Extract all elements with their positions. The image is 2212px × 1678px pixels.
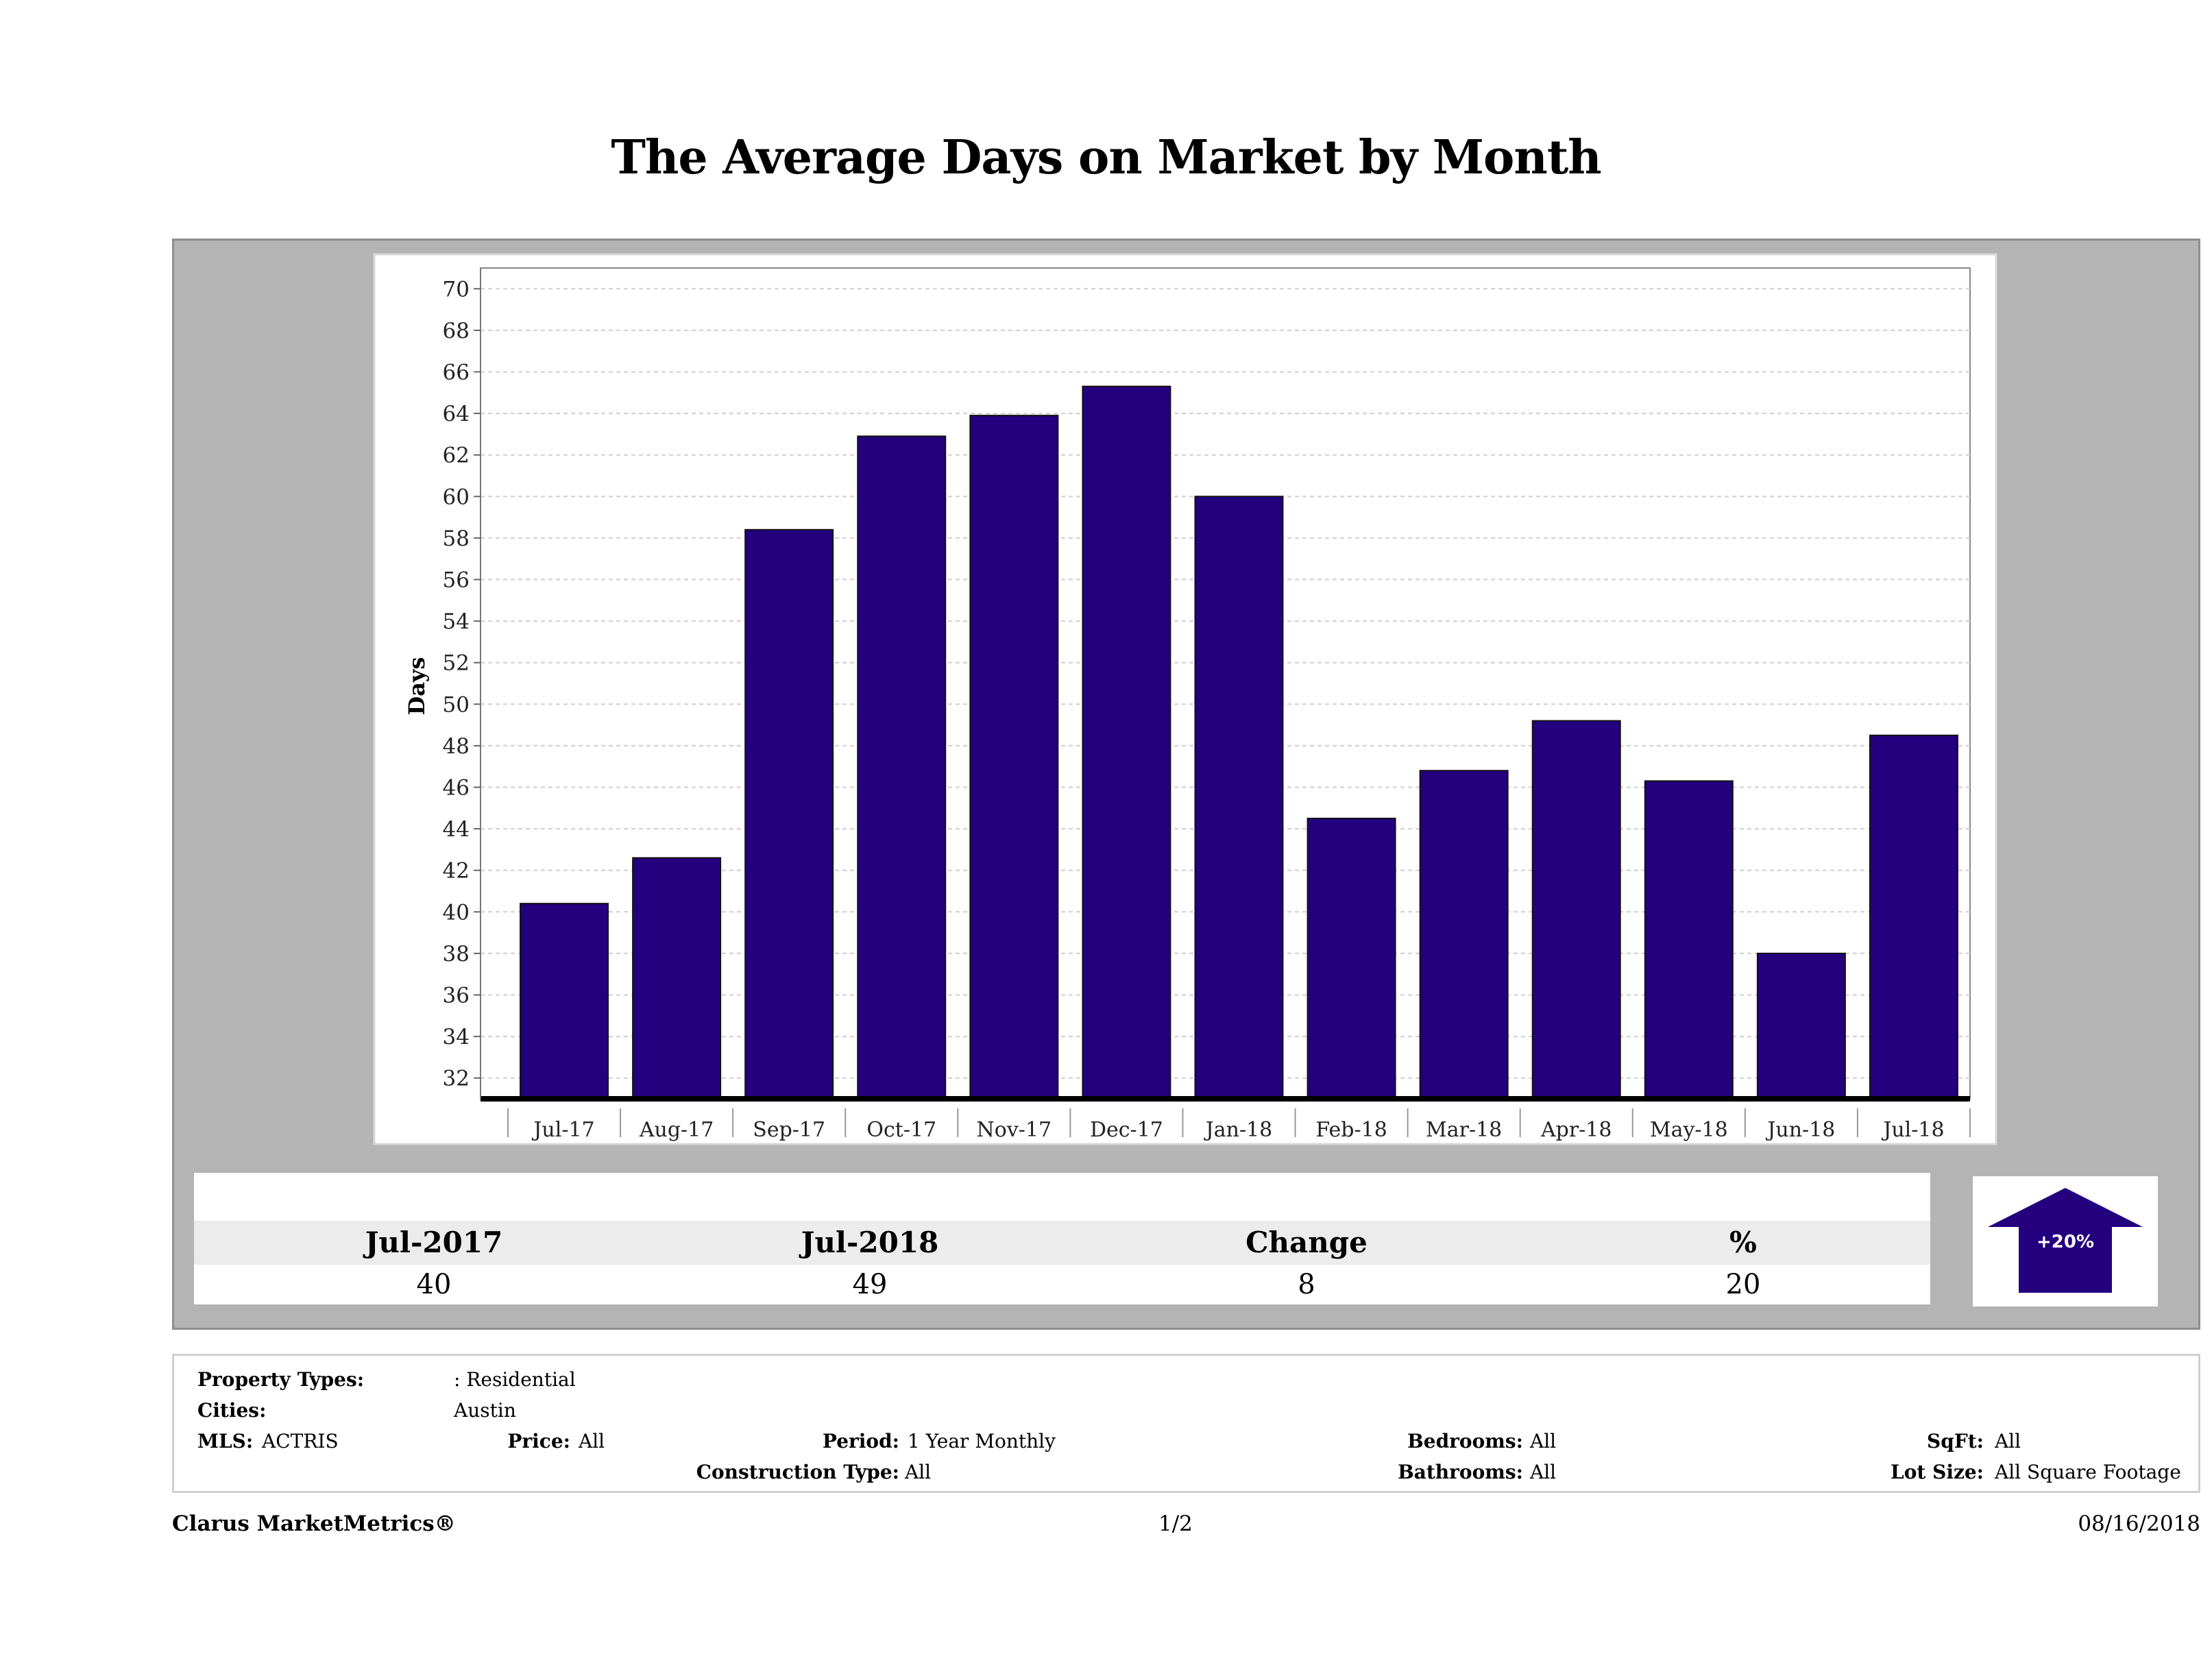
x-tick-label: Feb-18 [1315, 1118, 1387, 1142]
x-tick-label: Sep-17 [753, 1118, 825, 1142]
filter-panel: Property Types: : Residential Cities: Au… [172, 1354, 2200, 1493]
bathrooms-label: Bathrooms: [1398, 1461, 1523, 1483]
summary-top-blank [194, 1173, 1930, 1221]
plot-inner-shadow [373, 253, 1997, 1145]
mls-label: MLS: [197, 1430, 254, 1452]
mls-value: ACTRIS [262, 1430, 339, 1452]
up-arrow-icon: +20% [1988, 1188, 2143, 1293]
x-tick-label: Jan-18 [1204, 1118, 1273, 1142]
y-tick-label: 48 [443, 734, 470, 759]
bar-Dec-17 [1082, 385, 1171, 1100]
price-label: Price: [507, 1430, 570, 1452]
x-tick-label: Dec-17 [1090, 1118, 1163, 1142]
bar-Oct-17 [857, 435, 947, 1099]
y-tick-label: 46 [443, 776, 470, 801]
summary-value-end: 49 [852, 1269, 888, 1300]
construction-type-value: All [905, 1461, 932, 1483]
y-tick-label: 40 [443, 900, 470, 925]
y-tick-label: 52 [443, 651, 470, 676]
change-badge-box: +20% [1973, 1176, 2158, 1306]
page-title: The Average Days on Market by Month [611, 130, 1601, 185]
x-tick-label: Mar-18 [1426, 1118, 1502, 1142]
bar-Apr-18 [1531, 720, 1621, 1099]
change-badge-label: +20% [2037, 1232, 2094, 1252]
y-tick-label: 68 [443, 319, 470, 343]
summary-header-change: Change [1245, 1226, 1368, 1259]
bedrooms-value: All [1530, 1430, 1557, 1452]
bar-Sep-17 [744, 528, 834, 1099]
y-tick-label: 64 [443, 402, 470, 426]
x-tick-label: May-18 [1650, 1118, 1728, 1142]
lot-size-value: All Square Footage [1995, 1461, 2181, 1483]
y-tick-label: 36 [443, 984, 470, 1008]
x-tick-label: Oct-17 [866, 1118, 936, 1142]
y-tick-label: 62 [443, 443, 470, 468]
summary-value-row [194, 1265, 1930, 1304]
x-tick-label: Jul-18 [1881, 1118, 1944, 1142]
summary-header-row [194, 1221, 1930, 1265]
footer-page-number: 1/2 [1158, 1511, 1193, 1536]
bar-Jul-17 [520, 903, 609, 1099]
sqft-value: All [1995, 1430, 2021, 1452]
bar-Jul-18 [1869, 734, 1958, 1099]
price-value: All [579, 1430, 605, 1452]
summary-value-start: 40 [416, 1269, 452, 1300]
bar-chart: 32 34 36 38 40 42 44 46 48 50 52 54 56 58 60 62 64 66 68 70… [373, 253, 1997, 1145]
cities-value: Austin [454, 1399, 516, 1422]
bar-Nov-17 [969, 415, 1059, 1099]
summary-header-start: Jul-2017 [365, 1226, 503, 1259]
y-tick-label: 60 [443, 485, 470, 509]
x-tick-label: Nov-17 [977, 1118, 1052, 1142]
x-tick-label: Jun-18 [1765, 1118, 1835, 1142]
sqft-label: SqFt: [1927, 1430, 1984, 1452]
y-tick-label: 50 [443, 692, 470, 717]
y-axis-label: Days [404, 657, 430, 715]
summary-value-change: 8 [1298, 1269, 1315, 1300]
bedrooms-label: Bedrooms: [1407, 1430, 1523, 1452]
bar-Jun-18 [1756, 952, 1846, 1100]
y-tick-label: 44 [443, 817, 470, 842]
lot-size-label: Lot Size: [1891, 1461, 1984, 1483]
y-tick-label: 66 [443, 361, 470, 385]
y-tick-label: 54 [443, 609, 470, 634]
property-types-label: Property Types: [197, 1368, 365, 1391]
chart-panel: 32 34 36 38 40 42 44 46 48 50 52 54 56 58 60 62 64 66 68 70… [172, 239, 2200, 1330]
x-tick-label: Apr-18 [1540, 1118, 1612, 1142]
property-types-value: : Residential [454, 1368, 576, 1391]
y-tick-label: 42 [443, 859, 470, 884]
summary-header-percent: % [1729, 1226, 1757, 1259]
construction-type-label: Construction Type: [696, 1461, 899, 1483]
y-tick-label: 70 [443, 277, 470, 302]
x-tick-label: Jul-17 [531, 1118, 594, 1142]
bar-Feb-18 [1306, 817, 1396, 1099]
period-value: 1 Year Monthly [908, 1430, 1056, 1452]
bar-Mar-18 [1419, 770, 1509, 1099]
y-tick-label: 34 [443, 1025, 470, 1049]
y-tick-label: 56 [443, 568, 470, 593]
summary-header-end: Jul-2018 [801, 1226, 939, 1259]
bar-Jan-18 [1194, 496, 1284, 1099]
cities-label: Cities: [197, 1399, 267, 1422]
footer-date: 08/16/2018 [2078, 1511, 2200, 1536]
y-tick-label: 58 [443, 526, 470, 551]
bar-Aug-17 [632, 857, 722, 1100]
footer-brand: Clarus MarketMetrics® [172, 1511, 456, 1536]
bar-May-18 [1644, 780, 1734, 1099]
period-label: Period: [822, 1430, 899, 1452]
x-tick-label: Aug-17 [639, 1118, 714, 1142]
y-tick-label: 38 [443, 942, 470, 966]
y-tick-label: 32 [443, 1067, 470, 1091]
summary-value-percent: 20 [1725, 1269, 1761, 1300]
bathrooms-value: All [1530, 1461, 1557, 1483]
